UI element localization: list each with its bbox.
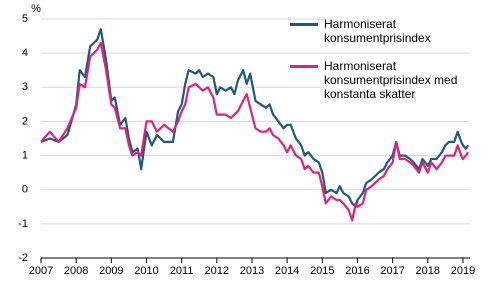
legend-swatch [290,65,318,68]
x-tick-label: 2019 [451,265,475,277]
legend-swatch [290,23,318,26]
x-tick-label: 2015 [310,265,334,277]
x-tick-label: 2014 [275,265,299,277]
y-tick-label: 3 [22,81,28,93]
x-tick-label: 2007 [29,265,53,277]
y-tick-label: 1 [22,149,28,161]
y-tick-label: 4 [22,47,28,59]
x-tick-label: 2008 [64,265,88,277]
y-tick-label: -1 [18,218,28,230]
x-tick-label: 2009 [99,265,123,277]
y-tick-label: 5 [22,13,28,25]
grid [41,18,470,259]
legend-label: Harmoniserat konsumentprisindex [324,17,484,45]
x-tick-label: 2018 [416,265,440,277]
series-line [40,41,470,222]
y-tick-label: -2 [18,252,28,264]
x-tick-label: 2010 [134,265,158,277]
x-tick-label: 2017 [380,265,404,277]
x-tick-label: 2012 [205,265,229,277]
y-axis-unit: % [31,3,41,15]
x-tick-label: 2016 [345,265,369,277]
series-line [40,28,470,208]
legend-label: Harmoniserat konsumentprisindex med kons… [324,59,484,101]
x-tick-label: 2013 [240,265,264,277]
y-tick-label: 0 [22,184,28,196]
x-tick-label: 2011 [170,265,194,277]
y-tick-label: 2 [22,115,28,127]
